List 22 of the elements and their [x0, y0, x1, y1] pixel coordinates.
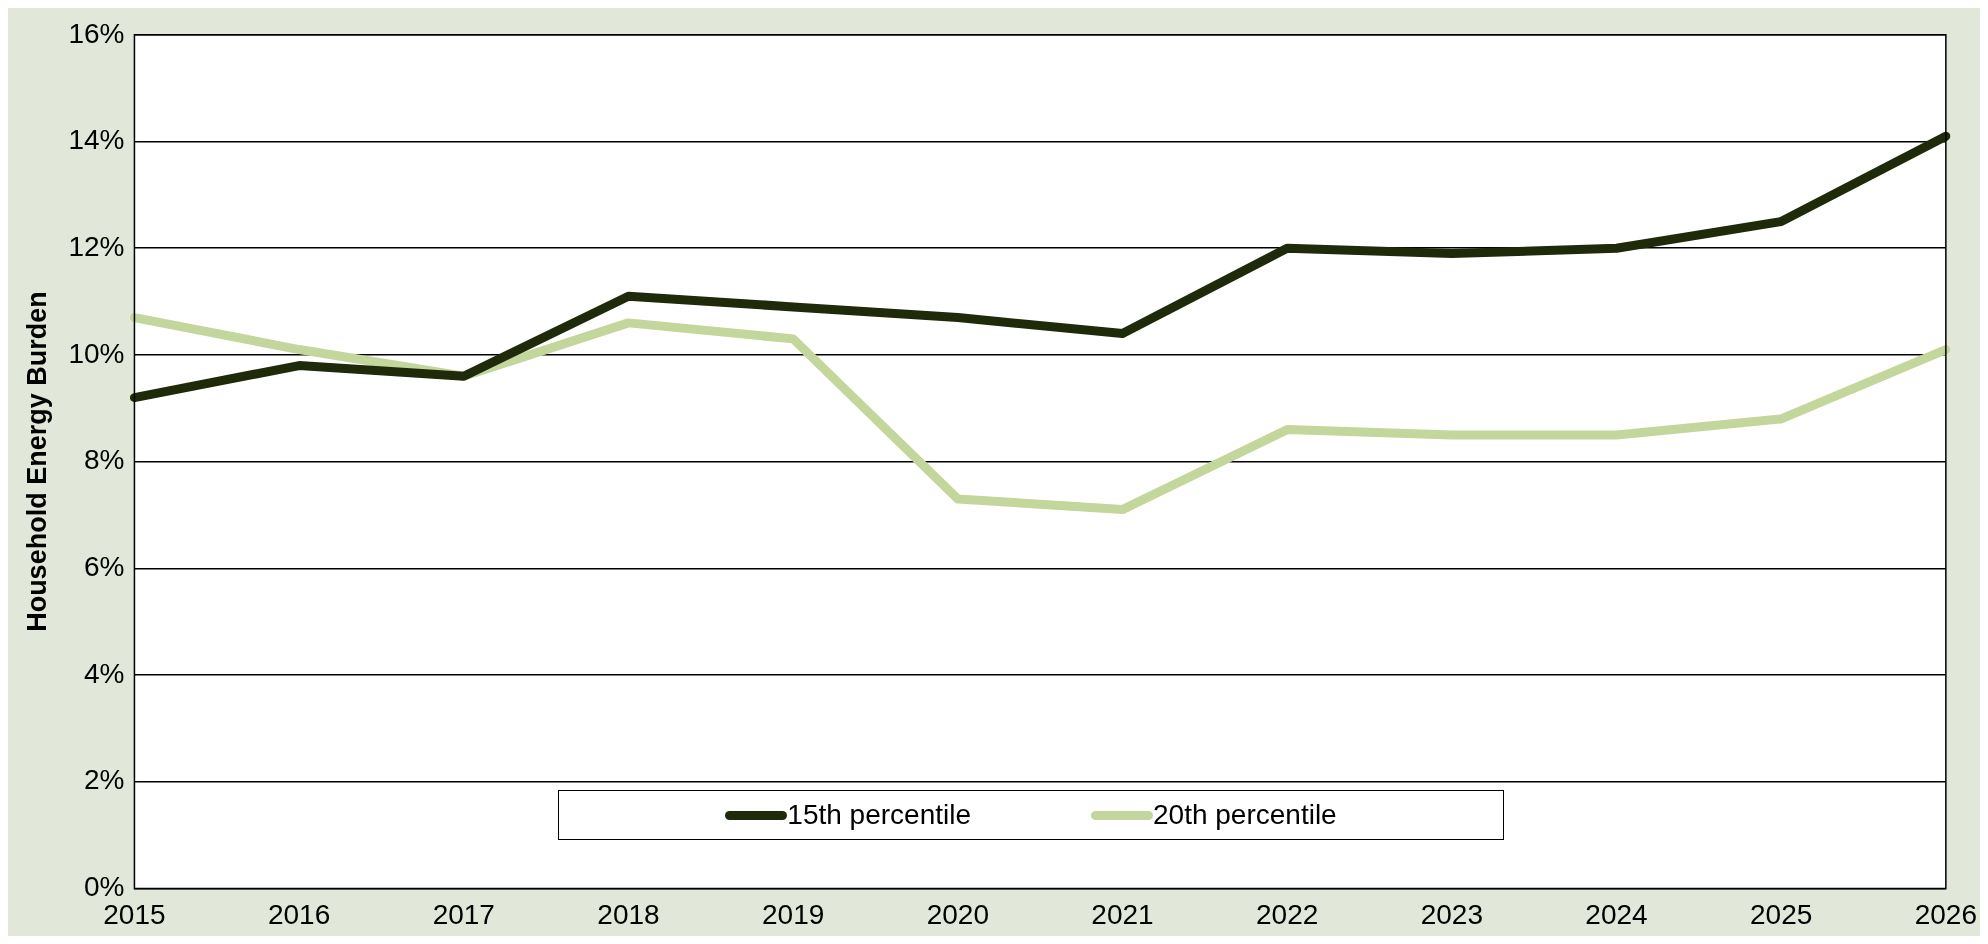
y-tick-label: 2%: [83, 764, 125, 796]
x-tick-label: 2021: [1091, 898, 1154, 930]
y-axis-title: Household Energy Burden: [21, 291, 52, 632]
x-tick-label: 2023: [1420, 898, 1483, 930]
y-tick-label: 4%: [83, 657, 125, 689]
y-tick-label: 16%: [68, 17, 125, 49]
x-tick-label: 2026: [1914, 898, 1977, 930]
y-tick-label: 6%: [83, 551, 125, 583]
y-tick-label: 14%: [68, 124, 125, 156]
x-tick-label: 2019: [761, 898, 825, 930]
y-tick-label: 10%: [68, 337, 125, 369]
x-tick-label: 2025: [1750, 898, 1813, 930]
x-tick-label: 2016: [267, 898, 331, 930]
x-tick-label: 2018: [597, 898, 660, 930]
x-tick-label: 2022: [1256, 898, 1319, 930]
x-tick-label: 2020: [926, 898, 989, 930]
legend-label: 20th percentile: [1153, 799, 1337, 831]
y-tick-label: 12%: [68, 230, 125, 262]
y-tick-label: 8%: [83, 444, 125, 476]
x-tick-label: 2017: [432, 898, 495, 930]
legend-label: 15th percentile: [787, 799, 971, 831]
x-tick-label: 2024: [1585, 898, 1648, 930]
